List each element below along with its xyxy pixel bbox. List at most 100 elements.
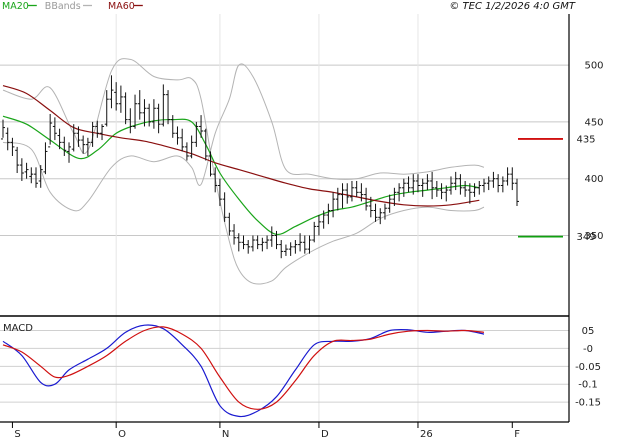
ohlc-bar [500, 176, 505, 193]
ohlc-bar [302, 235, 307, 254]
ohlc-bar [283, 244, 288, 256]
ohlc-bar [95, 120, 100, 138]
macd-tick-label: -0.1 [578, 380, 598, 391]
ohlc-bar [1, 119, 5, 140]
ohlc-bar [515, 178, 519, 206]
macd-tick-label: -0.05 [575, 362, 601, 373]
ohlc-bar [81, 135, 86, 154]
ohlc-bar [505, 167, 510, 186]
ohlc-bar [147, 103, 152, 127]
ohlc-bar [151, 99, 156, 129]
series-ma60 [2, 85, 480, 207]
ohlc-bar [406, 176, 411, 193]
ohlc-bar [340, 183, 345, 209]
macd-panel: MACD 05 -0 -0.05 -0.1 -0.15 [0, 323, 601, 418]
ohlc-bar [161, 84, 166, 127]
ohlc-bar [217, 178, 222, 206]
ohlc-bar [265, 235, 270, 250]
ohlc-bar [316, 215, 321, 236]
price-panel-frame [0, 14, 569, 315]
ohlc-bar [255, 235, 260, 250]
price-y-axis: 350 400 450 500 [584, 61, 603, 242]
ohlc-bar [62, 136, 67, 156]
price-tick-400: 400 [584, 174, 603, 185]
ohlc-bar [453, 171, 458, 191]
ohlc-bar [175, 126, 180, 145]
x-tick-label-f: F [514, 429, 520, 440]
ohlc-bar [156, 103, 161, 134]
ohlc-bar [312, 221, 317, 243]
ohlc-bar [359, 183, 364, 202]
ohlc-bar [222, 192, 227, 222]
macd-y-axis: 05 -0 -0.05 -0.1 -0.15 [575, 326, 601, 409]
ohlc-bar [510, 167, 515, 191]
ohlc-bar [467, 183, 472, 204]
ohlc-bar [236, 233, 241, 252]
price-levels-layer: 435 349 [518, 134, 596, 243]
ohlc-bar [387, 194, 392, 213]
ohlc-bar [392, 187, 397, 206]
ohlc-bar [67, 142, 72, 163]
ohlc-bar [430, 171, 435, 200]
ohlc-bar [397, 183, 402, 202]
ohlc-bar [57, 128, 62, 150]
macd-lines-layer [2, 324, 485, 418]
ohlc-bar [491, 171, 496, 188]
ohlc-bar [114, 82, 119, 111]
legend-label-ma20: MA20 [2, 1, 29, 12]
ohlc-bar [335, 187, 340, 211]
x-tick-label-26: 26 [420, 429, 433, 440]
macd-tick-label: 05 [582, 326, 595, 337]
ohlc-bar [48, 113, 53, 148]
chart-legend: MA20 BBands MA60 [2, 1, 143, 12]
ohlc-bar [496, 174, 501, 193]
series-bbands-lower [2, 63, 485, 212]
ohlc-bar [208, 151, 213, 177]
ohlc-bar [382, 203, 387, 220]
ohlc-bar [274, 230, 279, 250]
ohlc-bar [142, 99, 147, 127]
ohlc-bar [213, 167, 218, 193]
ohlc-bar [260, 237, 265, 252]
ohlc-bar [293, 240, 298, 254]
ohlc-bar [109, 75, 114, 109]
ohlc-bar [123, 92, 128, 125]
ohlc-bar [269, 226, 274, 247]
legend-label-ma60: MA60 [108, 1, 135, 12]
ohlc-bar [321, 210, 326, 229]
ohlc-bar [463, 180, 468, 197]
copyright-text: © TEC 1/2/2026 4:0 GMT [449, 1, 576, 12]
ohlc-bar [439, 183, 444, 200]
ohlc-bar [170, 115, 175, 138]
ohlc-bar [420, 178, 425, 197]
ohlc-bar [10, 137, 15, 156]
ohlc-bar [458, 174, 463, 195]
x-tick-label-s: S [14, 429, 20, 440]
ohlc-bar [194, 121, 199, 147]
ohlc-bar [29, 167, 34, 184]
ohlc-bars-layer [1, 75, 519, 259]
ohlc-bar [481, 178, 486, 193]
price-panel: 435 349 350 400 450 500 [0, 14, 604, 422]
ohlc-bar [232, 224, 237, 245]
ohlc-bar [189, 135, 194, 159]
ohlc-bar [331, 192, 336, 218]
ohlc-bar [19, 158, 24, 181]
ohlc-bar [227, 212, 232, 236]
ohlc-bar [76, 126, 81, 147]
ohlc-bar [307, 235, 312, 254]
ohlc-bar [118, 85, 123, 113]
bbands-layer [2, 58, 485, 285]
ohlc-bar [288, 242, 293, 256]
ohlc-bar [415, 174, 420, 193]
ohlc-bar [349, 180, 354, 202]
price-tick-350: 350 [584, 231, 603, 242]
ohlc-bar [52, 117, 57, 141]
ohlc-bar [472, 183, 477, 197]
x-tick-label-d: D [321, 429, 329, 440]
ohlc-bar [100, 124, 105, 141]
macd-title: MACD [3, 323, 33, 334]
ohlc-bar [401, 178, 406, 197]
ohlc-bar [477, 180, 482, 195]
